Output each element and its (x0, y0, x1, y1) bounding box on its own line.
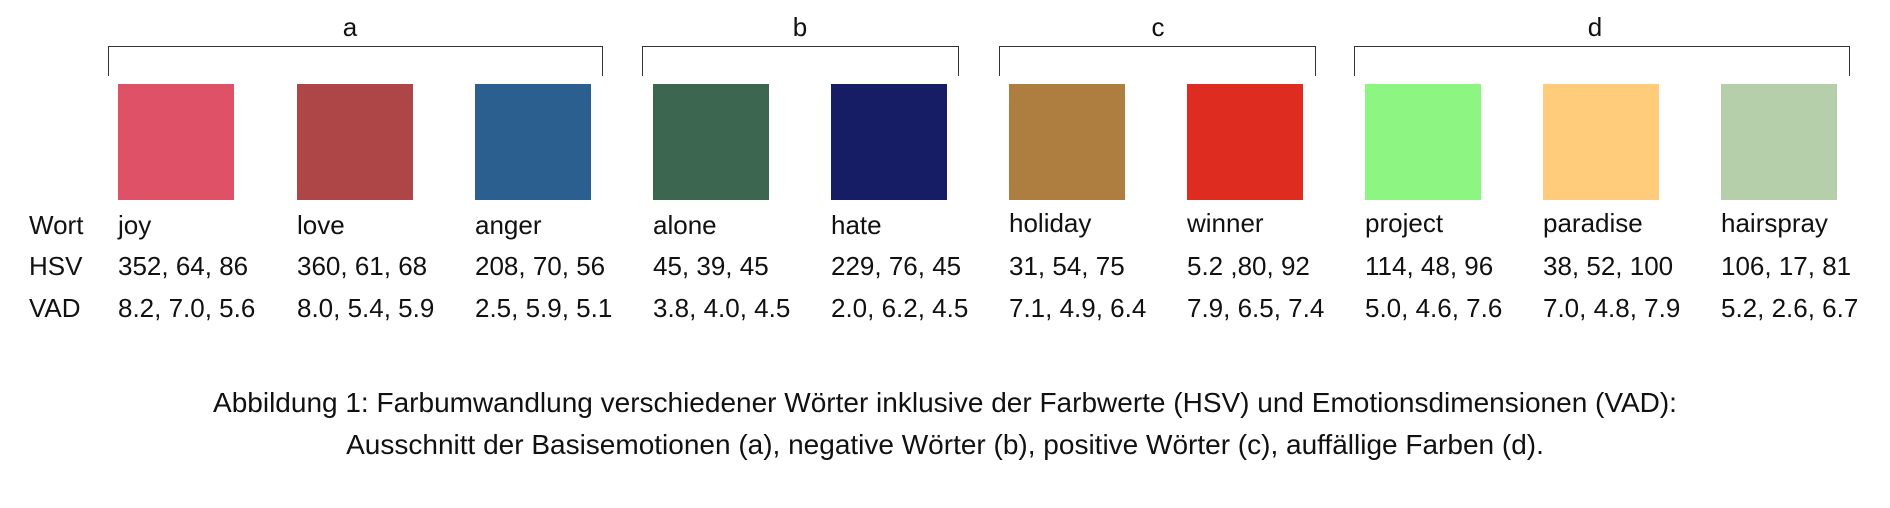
word-cell: hairspray (1721, 208, 1828, 238)
group-label-b: b (792, 12, 808, 42)
word-cell: anger (475, 210, 542, 240)
color-swatch (1543, 84, 1659, 200)
vad-cell: 3.8, 4.0, 4.5 (653, 293, 791, 323)
word-cell: alone (653, 210, 717, 240)
color-swatch (831, 84, 947, 200)
row-label-word: Wort (29, 210, 84, 240)
caption-line-2: Ausschnitt der Basisemotionen (a), negat… (346, 429, 1544, 460)
word-cell: winner (1187, 208, 1264, 238)
vad-cell: 5.2, 2.6, 6.7 (1721, 293, 1859, 323)
color-swatch (118, 84, 234, 200)
group-label-d: d (1587, 12, 1603, 42)
hsv-cell: 38, 52, 100 (1543, 251, 1674, 281)
color-swatch (1187, 84, 1303, 200)
vad-cell: 7.0, 4.8, 7.9 (1543, 293, 1681, 323)
group-bracket-a (108, 46, 603, 76)
vad-cell: 2.0, 6.2, 4.5 (831, 293, 969, 323)
group-bracket-c (999, 46, 1316, 76)
color-swatch (297, 84, 413, 200)
hsv-cell: 114, 48, 96 (1365, 251, 1494, 281)
hsv-cell: 31, 54, 75 (1009, 251, 1125, 281)
hsv-cell: 229, 76, 45 (831, 251, 962, 281)
caption-line-1: Abbildung 1: Farbumwandlung verschiedene… (213, 387, 1677, 418)
word-cell: love (297, 210, 345, 240)
vad-cell: 8.0, 5.4, 5.9 (297, 293, 435, 323)
color-swatch (1721, 84, 1837, 200)
word-cell: hate (831, 210, 882, 240)
word-cell: holiday (1009, 208, 1092, 238)
vad-cell: 7.9, 6.5, 7.4 (1187, 293, 1325, 323)
hsv-cell: 208, 70, 56 (475, 251, 606, 281)
figure-caption: Abbildung 1: Farbumwandlung verschiedene… (0, 382, 1890, 466)
vad-cell: 2.5, 5.9, 5.1 (475, 293, 613, 323)
row-label-hsv: HSV (29, 251, 83, 281)
word-cell: project (1365, 208, 1444, 238)
vad-cell: 7.1, 4.9, 6.4 (1009, 293, 1147, 323)
vad-cell: 8.2, 7.0, 5.6 (118, 293, 256, 323)
color-swatch (1009, 84, 1125, 200)
word-cell: paradise (1543, 208, 1643, 238)
group-bracket-d (1354, 46, 1850, 76)
hsv-cell: 45, 39, 45 (653, 251, 769, 281)
group-label-a: a (342, 12, 358, 42)
hsv-cell: 360, 61, 68 (297, 251, 428, 281)
hsv-cell: 5.2 ,80, 92 (1187, 251, 1310, 281)
hsv-cell: 106, 17, 81 (1721, 251, 1852, 281)
word-cell: joy (118, 210, 152, 240)
color-swatch (653, 84, 769, 200)
row-label-vad: VAD (29, 293, 81, 323)
hsv-cell: 352, 64, 86 (118, 251, 249, 281)
group-label-c: c (1151, 12, 1165, 42)
color-swatch (475, 84, 591, 200)
color-swatch (1365, 84, 1481, 200)
vad-cell: 5.0, 4.6, 7.6 (1365, 293, 1503, 323)
group-bracket-b (642, 46, 959, 76)
